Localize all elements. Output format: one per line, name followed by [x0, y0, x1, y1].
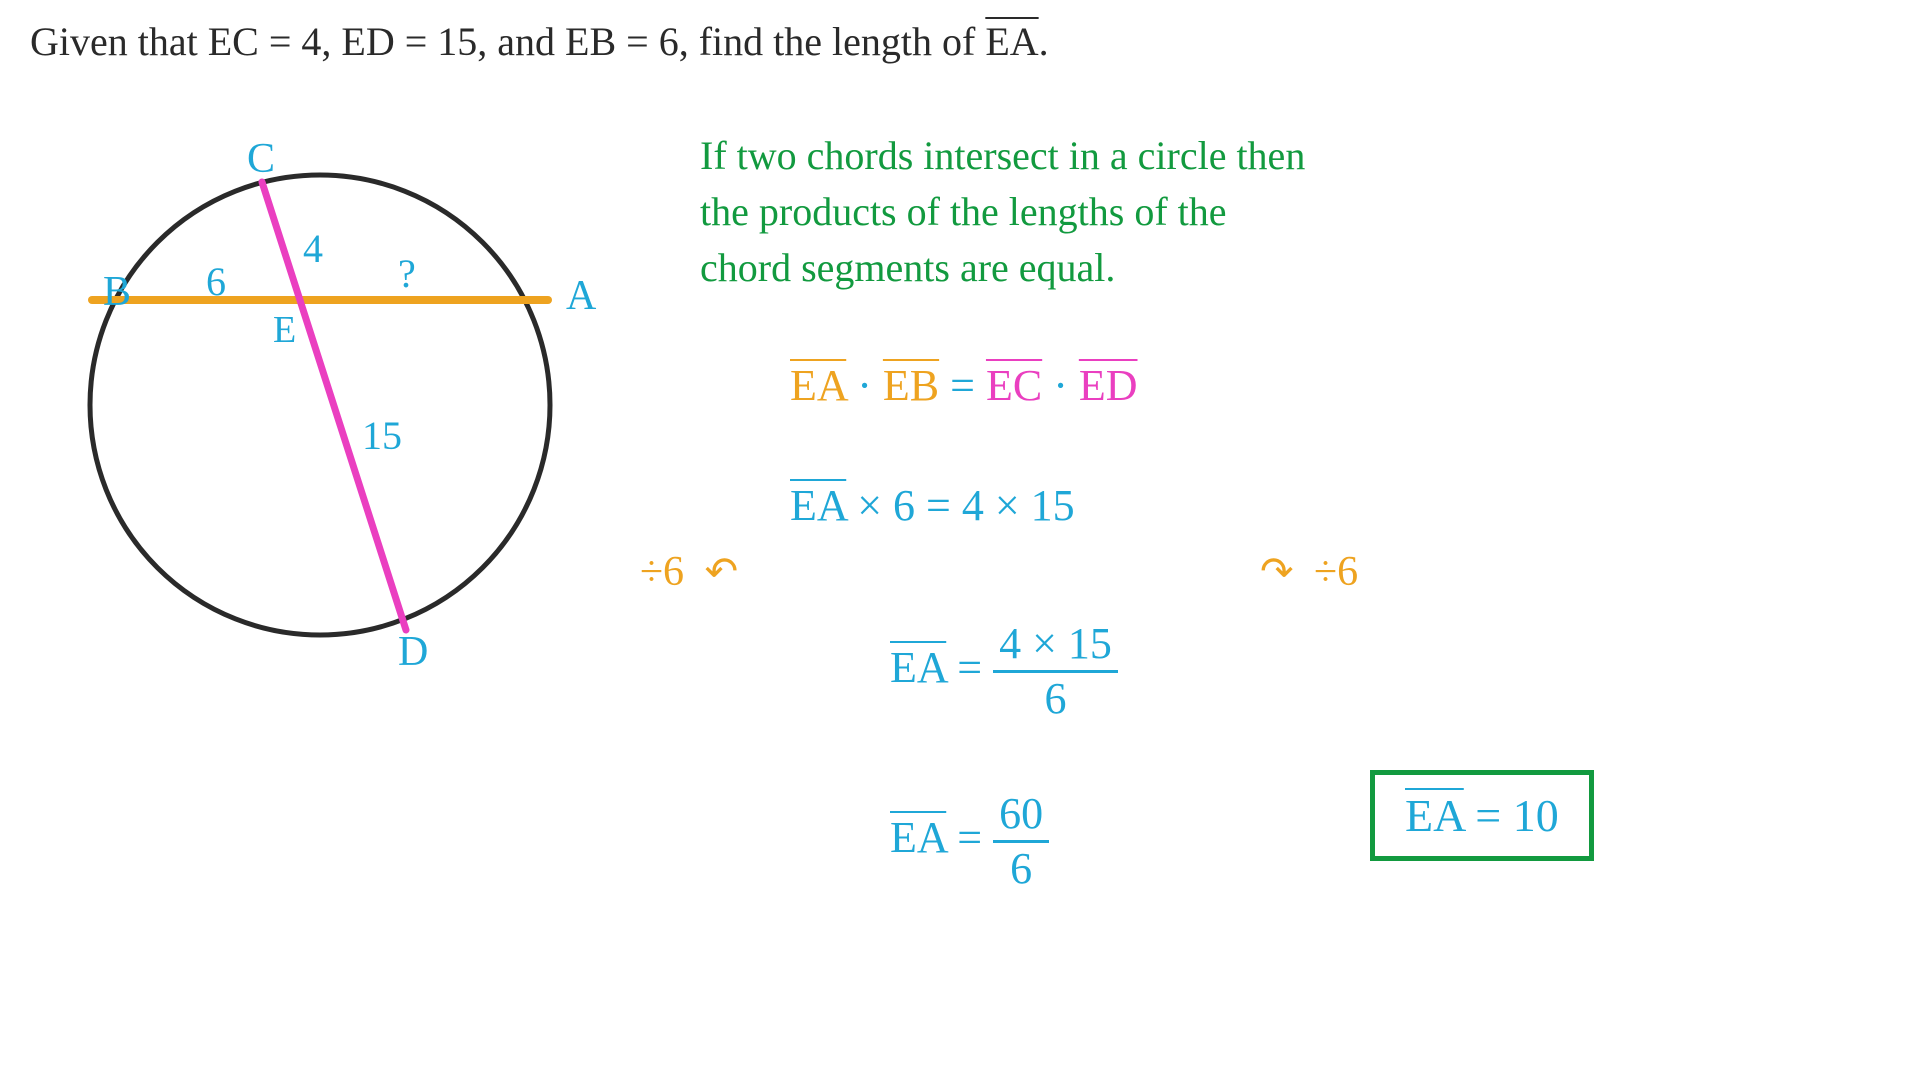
- eq1-ec: EC: [986, 361, 1042, 410]
- label-d: D: [398, 628, 428, 676]
- eq3-eq: =: [946, 643, 993, 692]
- seg-15: 15: [362, 412, 402, 459]
- eq4-ea: EA: [890, 813, 946, 862]
- eq3-ea: EA: [890, 643, 946, 692]
- seg-6: 6: [206, 258, 226, 305]
- label-b: B: [103, 268, 131, 316]
- theorem-line1: If two chords intersect in a circle then: [700, 132, 1305, 179]
- eq1-ea: EA: [790, 361, 846, 410]
- label-e: E: [273, 308, 296, 352]
- eq2: EA × 6 = 4 × 15: [790, 480, 1075, 531]
- label-a: A: [566, 272, 596, 320]
- problem-ea: EA: [985, 19, 1038, 64]
- arrow-right-icon: ↷: [1260, 549, 1304, 594]
- eq4-num: 60: [993, 790, 1049, 843]
- eq1-dot2: ·: [1053, 361, 1068, 410]
- eq1-ed: ED: [1079, 361, 1138, 410]
- eq2-ea: EA: [790, 481, 846, 530]
- arrow-left-icon: ↶: [695, 549, 739, 594]
- div-left: ÷6 ↶: [640, 548, 738, 596]
- eq3-num: 4 × 15: [993, 620, 1118, 673]
- answer-ea: EA: [1405, 790, 1464, 841]
- diagram: [0, 110, 650, 810]
- answer-box: EA = 10: [1370, 770, 1594, 861]
- theorem-line3: chord segments are equal.: [700, 244, 1115, 291]
- eq3-frac: 4 × 156: [993, 620, 1118, 724]
- eq1-eb: EB: [883, 361, 939, 410]
- problem-statement: Given that EC = 4, ED = 15, and EB = 6, …: [30, 18, 1049, 65]
- seg-q: ?: [398, 250, 416, 297]
- chord-cd: [262, 182, 406, 630]
- eq2-rest: × 6 = 4 × 15: [846, 481, 1074, 530]
- seg-4: 4: [303, 225, 323, 272]
- eq1: EA · EB = EC · ED: [790, 360, 1138, 411]
- problem-period: .: [1039, 19, 1049, 64]
- eq4-frac: 606: [993, 790, 1049, 894]
- eq1-eq: =: [950, 361, 986, 410]
- theorem-line2: the products of the lengths of the: [700, 188, 1227, 235]
- div-left-text: ÷6: [640, 549, 684, 595]
- label-c: C: [247, 135, 275, 183]
- div-right: ↷ ÷6: [1260, 548, 1358, 596]
- eq4-eq: =: [946, 813, 993, 862]
- eq3-den: 6: [1044, 673, 1066, 723]
- answer: EA = 10: [1405, 790, 1559, 841]
- eq4-den: 6: [1010, 843, 1032, 893]
- eq1-dot1: ·: [857, 361, 872, 410]
- problem-text: Given that EC = 4, ED = 15, and EB = 6, …: [30, 19, 985, 64]
- answer-rest: = 10: [1464, 790, 1559, 841]
- eq4: EA = 606: [890, 790, 1049, 894]
- div-right-text: ÷6: [1314, 549, 1358, 595]
- eq3: EA = 4 × 156: [890, 620, 1118, 724]
